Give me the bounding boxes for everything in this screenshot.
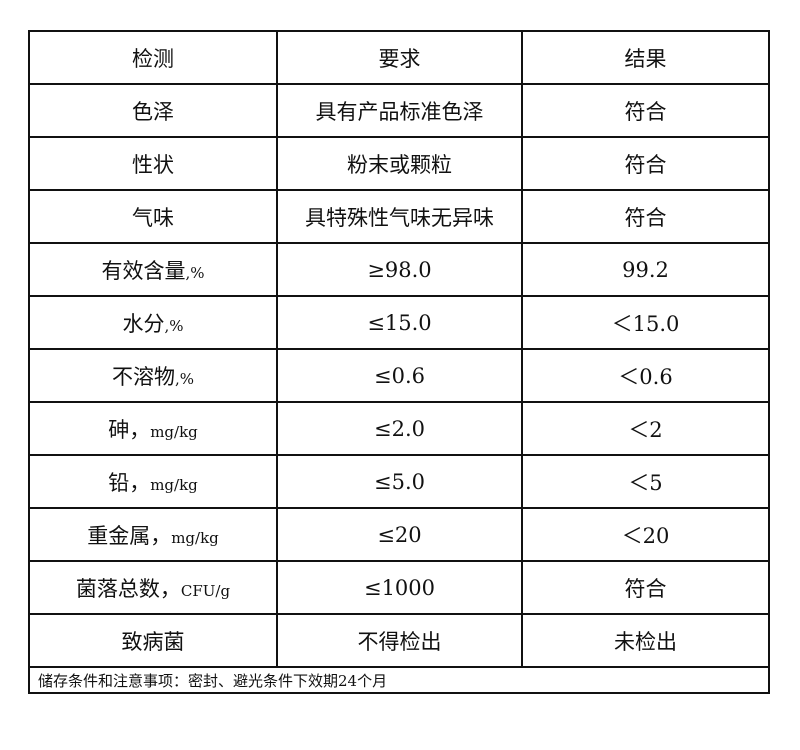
item-name: 色泽 [132,99,174,124]
header-cell: 结果 [521,30,770,85]
item-name: 铅， [108,470,151,495]
spec-table: 检测 要求 结果 色泽 具有产品标准色泽 符合 性状 粉末或颗粒 符合 气味 具特殊… [28,30,770,694]
table-row: 水分,% ≤15.0 ＜15.0 [28,295,770,350]
footer-row: 储存条件和注意事项：密封、避光条件下效期24个月 [28,666,770,694]
result-cell: ＜15.0 [521,295,770,350]
item-cell: 气味 [28,189,278,244]
table-row: 砷，mg/kg ≤2.0 ＜2 [28,401,770,456]
requirement-cell: ≤5.0 [276,454,523,509]
item-name: 砷， [108,417,151,442]
result-cell: 符合 [521,560,770,615]
table-row: 色泽 具有产品标准色泽 符合 [28,83,770,138]
requirement-cell: ≤2.0 [276,401,523,456]
item-cell: 性状 [28,136,278,191]
header-cell: 检测 [28,30,278,85]
item-unit: ,% [174,369,195,388]
table-row: 有效含量,% ≥98.0 99.2 [28,242,770,297]
result-cell: 99.2 [521,242,770,297]
header-row: 检测 要求 结果 [28,30,770,85]
requirement-cell: 不得检出 [276,613,523,668]
requirement-cell: 粉末或颗粒 [276,136,523,191]
result-cell: ＜2 [521,401,770,456]
result-cell: ＜0.6 [521,348,770,403]
result-cell: 符合 [521,189,770,244]
item-cell: 有效含量,% [28,242,278,297]
header-cell: 要求 [276,30,523,85]
item-name: 不溶物 [111,364,175,389]
item-cell: 水分,% [28,295,278,350]
table-row: 菌落总数，CFU/g ≤1000 符合 [28,560,770,615]
item-name: 水分 [122,311,165,336]
item-cell: 菌落总数，CFU/g [28,560,278,615]
table-row: 致病菌 不得检出 未检出 [28,613,770,668]
item-name: 有效含量 [101,258,186,283]
table-row: 气味 具特殊性气味无异味 符合 [28,189,770,244]
requirement-cell: 具有产品标准色泽 [276,83,523,138]
table-row: 重金属，mg/kg ≤20 ＜20 [28,507,770,562]
result-cell: 符合 [521,136,770,191]
table-row: 不溶物,% ≤0.6 ＜0.6 [28,348,770,403]
result-cell: ＜20 [521,507,770,562]
result-cell: 未检出 [521,613,770,668]
item-cell: 不溶物,% [28,348,278,403]
item-cell: 铅，mg/kg [28,454,278,509]
item-unit: mg/kg [150,422,198,441]
item-cell: 砷，mg/kg [28,401,278,456]
table-row: 铅，mg/kg ≤5.0 ＜5 [28,454,770,509]
requirement-cell: ≤0.6 [276,348,523,403]
item-name: 致病菌 [121,629,185,654]
item-name: 气味 [132,205,174,230]
item-unit: mg/kg [150,475,198,494]
item-name: 重金属， [87,523,172,548]
requirement-cell: ≤20 [276,507,523,562]
item-cell: 重金属，mg/kg [28,507,278,562]
requirement-cell: 具特殊性气味无异味 [276,189,523,244]
item-cell: 致病菌 [28,613,278,668]
storage-note: 储存条件和注意事项：密封、避光条件下效期24个月 [28,666,770,694]
item-unit: mg/kg [171,528,219,547]
result-cell: 符合 [521,83,770,138]
item-unit: ,% [164,316,184,335]
item-cell: 色泽 [28,83,278,138]
item-name: 菌落总数， [75,576,181,601]
requirement-cell: ≤1000 [276,560,523,615]
item-unit: ,% [185,263,205,282]
item-unit: CFU/g [180,581,231,600]
item-name: 性状 [132,152,174,177]
table-row: 性状 粉末或颗粒 符合 [28,136,770,191]
requirement-cell: ≥98.0 [276,242,523,297]
result-cell: ＜5 [521,454,770,509]
requirement-cell: ≤15.0 [276,295,523,350]
